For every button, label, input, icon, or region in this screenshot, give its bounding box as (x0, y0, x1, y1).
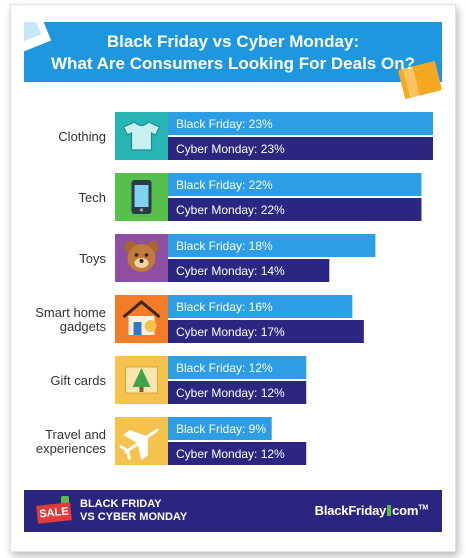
bear-eye-right (144, 253, 149, 257)
sale-badge: SALE (36, 502, 72, 524)
bar-black-friday (168, 417, 272, 440)
bar-cyber-monday (168, 442, 307, 465)
category-label: Travel and (45, 427, 106, 442)
bar-value-label: Cyber Monday: 12% (176, 386, 285, 400)
brand-trademark: TM (418, 504, 428, 512)
tshirt-shape (122, 121, 161, 151)
bear-nose (139, 259, 144, 263)
bar-value-label: Cyber Monday: 14% (176, 264, 285, 278)
bar-value-label: Cyber Monday: 23% (176, 142, 285, 156)
bar-value-label: Black Friday: 9% (176, 422, 266, 436)
bar-cyber-monday (168, 137, 433, 160)
category-label: Clothing (58, 129, 106, 144)
footer-line-1: BLACK FRIDAY (80, 498, 162, 510)
price-tag-icon (61, 496, 69, 506)
category-label: Smart home (35, 305, 106, 320)
brand-domain: com (392, 503, 419, 518)
bar-black-friday (168, 356, 307, 379)
bar-cyber-monday (168, 259, 330, 282)
bar-black-friday (168, 234, 376, 257)
bar-value-label: Cyber Monday: 22% (176, 203, 285, 217)
category-label: experiences (36, 441, 107, 456)
bar-black-friday (168, 173, 422, 196)
footer-line-2: VS CYBER MONDAY (80, 511, 188, 523)
footer-bar: SALE BLACK FRIDAY VS CYBER MONDAY BlackF… (24, 490, 442, 532)
phone-button (139, 208, 144, 212)
card-tree (132, 368, 151, 387)
chart-subtitle: What Are Consumers Looking For Deals On? (51, 54, 415, 73)
brand-bar-icon (387, 505, 392, 516)
bar-value-label: Black Friday: 22% (176, 178, 273, 192)
bar-cyber-monday (168, 198, 422, 221)
bar-value-label: Black Friday: 23% (176, 117, 273, 131)
bar-value-label: Black Friday: 18% (176, 239, 273, 253)
bar-black-friday (168, 295, 353, 318)
bar-black-friday (168, 112, 433, 135)
brand-name: BlackFriday (314, 503, 387, 518)
house-door (133, 322, 142, 335)
bar-value-label: Cyber Monday: 12% (176, 447, 285, 461)
house-roof (122, 300, 161, 319)
phone-screen (134, 185, 149, 207)
bar-cyber-monday (168, 381, 307, 404)
card-tree-trunk (139, 387, 144, 392)
bear-eye-left (134, 253, 139, 257)
bar-value-label: Black Friday: 12% (176, 361, 273, 375)
brand-logo: BlackFriday comTM (314, 503, 429, 518)
smart-badge (144, 320, 157, 332)
bar-cyber-monday (168, 320, 364, 343)
header-banner (24, 22, 442, 82)
category-label: Toys (79, 251, 106, 266)
bar-value-label: Cyber Monday: 17% (176, 325, 285, 339)
category-label: gadgets (60, 319, 107, 334)
category-label: Tech (79, 190, 106, 205)
bar-value-label: Black Friday: 16% (176, 300, 273, 314)
airplane-shape (119, 428, 159, 461)
category-label: Gift cards (50, 373, 106, 388)
chart-title: Black Friday vs Cyber Monday: (106, 32, 360, 51)
